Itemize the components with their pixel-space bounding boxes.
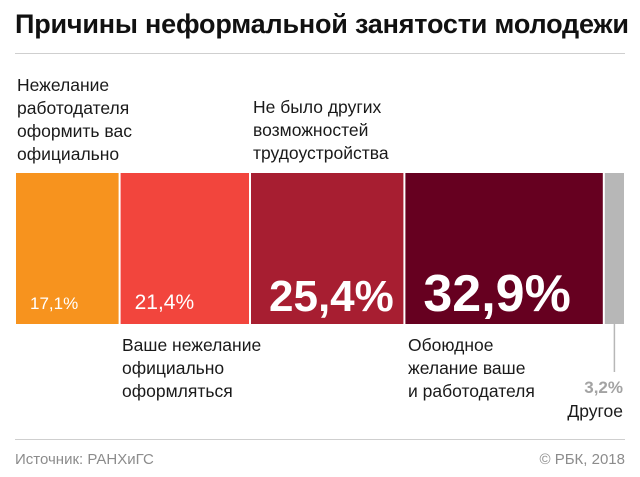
value-label-0: 17,1%: [30, 294, 78, 313]
value-label-3: 32,9%: [423, 265, 570, 323]
bar-segment-3: [405, 173, 603, 324]
chart-title: Причины неформальной занятости молодежи: [15, 9, 629, 39]
copyright: © РБК, 2018: [539, 451, 625, 468]
category-label-3: Обоюдное желание ваше и работодателя: [408, 335, 535, 401]
category-label-0: Нежелание работодателя оформить вас офиц…: [17, 75, 132, 164]
bar-segment-2: [251, 173, 404, 324]
title-divider: [15, 53, 625, 54]
value-label-4: 3,2%: [584, 378, 623, 397]
bar-segment-0: [16, 173, 119, 324]
footer-divider: [15, 439, 625, 440]
category-label-4: Другое: [567, 401, 623, 421]
category-label-2: Не было других возможностей трудоустройс…: [253, 97, 389, 163]
bar-segment-1: [120, 173, 249, 324]
value-label-2: 25,4%: [269, 272, 394, 321]
source-note: Источник: РАНХиГС: [15, 451, 154, 468]
bar-segment-4: [604, 173, 624, 324]
value-label-1: 21,4%: [135, 291, 195, 314]
category-label-1: Ваше нежелание официально оформляться: [122, 335, 262, 401]
